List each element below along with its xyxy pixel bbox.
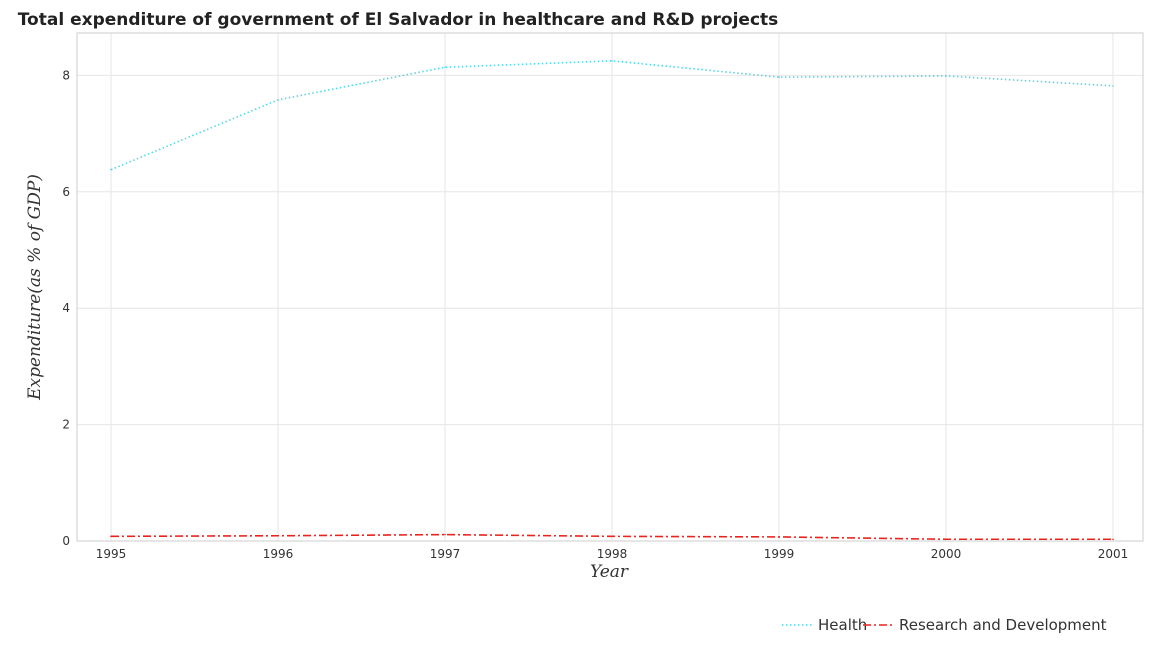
x-tick-label: 2000 xyxy=(931,547,962,561)
legend-label: Research and Development xyxy=(899,616,1107,634)
y-tick-label: 8 xyxy=(62,68,70,82)
x-tick-label: 2001 xyxy=(1098,547,1129,561)
data-point xyxy=(444,533,446,536)
data-point xyxy=(945,538,947,541)
data-point xyxy=(110,168,112,171)
x-tick-label: 1997 xyxy=(430,547,461,561)
legend: Health Research and Development xyxy=(782,616,1107,634)
data-point xyxy=(444,66,446,69)
data-point xyxy=(778,536,780,538)
y-axis-ticks: 0 2 4 6 8 xyxy=(62,68,70,548)
data-point xyxy=(611,535,613,538)
data-point xyxy=(778,76,780,78)
data-point xyxy=(1112,538,1114,541)
x-axis-label: Year xyxy=(590,562,629,582)
y-tick-label: 6 xyxy=(62,185,70,199)
data-point xyxy=(1112,85,1114,87)
y-tick-label: 4 xyxy=(62,301,70,315)
x-tick-label: 1998 xyxy=(597,547,628,561)
data-point xyxy=(110,535,112,538)
chart-title: Total expenditure of government of El Sa… xyxy=(18,10,779,30)
grid xyxy=(77,33,1143,542)
x-tick-label: 1996 xyxy=(263,547,294,561)
x-axis-ticks: 1995 1996 1997 1998 1999 2000 2001 xyxy=(96,547,1129,561)
series-lines xyxy=(110,60,1114,541)
y-axis-label: Expenditure(as % of GDP) xyxy=(25,174,45,401)
plot-frame xyxy=(76,32,1144,542)
data-point xyxy=(277,99,279,101)
data-point xyxy=(277,534,279,537)
y-tick-label: 0 xyxy=(62,534,70,548)
legend-label: Health xyxy=(818,616,867,634)
x-tick-label: 1995 xyxy=(96,547,127,561)
y-tick-label: 2 xyxy=(62,418,70,432)
data-point xyxy=(611,60,613,62)
x-tick-label: 1999 xyxy=(764,547,795,561)
data-point xyxy=(945,75,947,77)
